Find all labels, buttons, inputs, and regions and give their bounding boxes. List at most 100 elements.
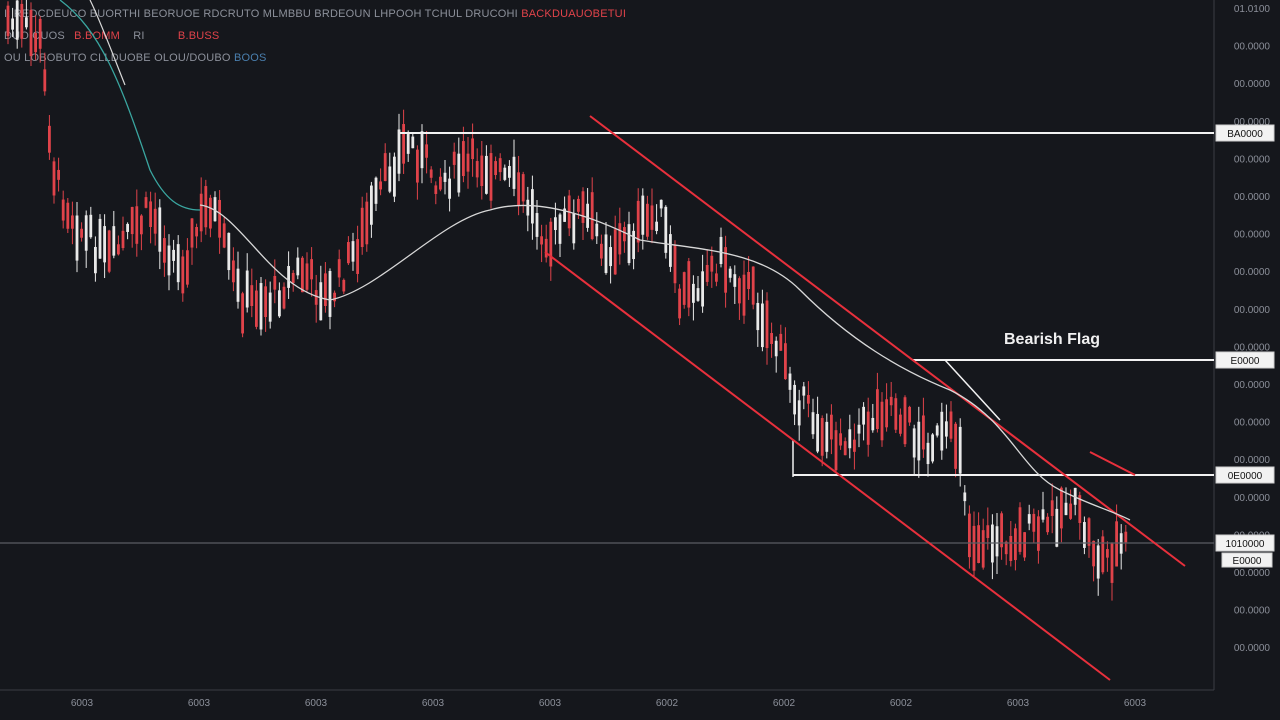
x-tick-label: 6002 xyxy=(890,698,913,709)
candle-body xyxy=(94,246,97,274)
candle-body xyxy=(940,411,944,451)
y-tick-label: 00.0000 xyxy=(1234,380,1271,391)
candle-72 xyxy=(337,249,341,287)
candle-182 xyxy=(843,437,847,456)
candle-body xyxy=(1096,545,1100,579)
candle-body xyxy=(52,161,56,196)
candle-body xyxy=(820,418,824,456)
candle-body xyxy=(38,18,42,49)
candle-body xyxy=(678,288,681,319)
candle-body xyxy=(521,174,525,202)
candle-body xyxy=(301,257,304,293)
candle-135 xyxy=(627,211,631,266)
candle-25 xyxy=(121,216,125,251)
candle-168 xyxy=(779,324,783,351)
candle-body xyxy=(871,417,875,431)
candle-body xyxy=(1032,513,1036,532)
candle-body xyxy=(646,203,649,237)
candle-body xyxy=(692,283,695,303)
candle-body xyxy=(554,217,557,231)
candle-6 xyxy=(34,15,37,61)
candle-body xyxy=(144,197,148,208)
candle-body xyxy=(788,373,792,390)
candle-body xyxy=(682,272,686,305)
bearish-flag-label: Bearish Flag xyxy=(1004,331,1100,348)
candle-body xyxy=(912,428,916,458)
candle-body xyxy=(291,272,295,284)
candle-body xyxy=(880,401,884,441)
candle-body xyxy=(135,206,139,244)
candle-103 xyxy=(480,140,484,200)
candle-body xyxy=(623,227,626,242)
candle-7 xyxy=(38,16,42,63)
candle-body xyxy=(117,244,120,255)
candle-52 xyxy=(245,253,249,313)
candle-body xyxy=(475,161,479,178)
candle-205 xyxy=(949,401,953,443)
candle-232 xyxy=(1073,487,1077,516)
candle-120 xyxy=(558,212,562,258)
candle-24 xyxy=(117,235,120,256)
current-price-subtag-label: E0000 xyxy=(1233,556,1262,567)
candle-body xyxy=(1092,540,1095,567)
candle-115 xyxy=(535,199,539,250)
candle-body xyxy=(540,236,543,245)
candle-166 xyxy=(770,322,773,358)
candle-body xyxy=(259,283,263,330)
candle-body xyxy=(673,244,677,284)
candle-153 xyxy=(710,246,714,288)
candle-body xyxy=(333,292,336,302)
candle-239 xyxy=(1106,541,1109,572)
candle-body xyxy=(140,215,143,235)
candle-144 xyxy=(669,225,672,272)
candle-154 xyxy=(715,263,718,287)
candle-18 xyxy=(89,206,93,239)
candle-10 xyxy=(52,157,56,204)
candle-body xyxy=(696,288,700,301)
candle-body xyxy=(1106,549,1109,558)
y-tick-label: 00.0000 xyxy=(1234,154,1271,165)
candle-body xyxy=(186,250,189,285)
candle-body xyxy=(370,185,373,225)
current-price-tag: 1010000 E0000 xyxy=(1215,534,1275,568)
candle-body xyxy=(669,234,672,267)
level-tag-label: E0000 xyxy=(1231,356,1260,367)
candle-57 xyxy=(268,281,272,329)
candle-body xyxy=(452,151,456,165)
axis-lines xyxy=(0,0,1215,691)
candle-body xyxy=(627,224,631,264)
candle-body xyxy=(558,214,562,244)
candle-body xyxy=(195,226,198,237)
candle-body xyxy=(986,525,990,538)
candle-158 xyxy=(733,265,737,305)
candle-173 xyxy=(802,381,806,410)
candle-body xyxy=(1069,503,1072,519)
candle-229 xyxy=(1060,486,1063,543)
candle-body xyxy=(885,399,888,428)
candle-body xyxy=(641,195,645,235)
candle-206 xyxy=(954,421,957,478)
y-tick-label: 00.0000 xyxy=(1234,117,1271,128)
candle-body xyxy=(751,266,755,305)
candle-body xyxy=(549,221,553,267)
candle-13 xyxy=(66,197,70,234)
candle-58 xyxy=(273,259,277,304)
candle-body xyxy=(825,421,829,452)
candle-92 xyxy=(429,166,433,184)
legend-line-2-c: RI xyxy=(133,30,145,42)
candle-95 xyxy=(443,160,447,195)
candle-119 xyxy=(554,202,557,245)
candle-body xyxy=(411,136,415,149)
candle-body xyxy=(1101,536,1105,573)
candle-184 xyxy=(853,423,856,470)
candle-26 xyxy=(126,222,129,240)
candle-47 xyxy=(222,216,226,249)
candle-157 xyxy=(728,266,732,283)
candle-83 xyxy=(388,152,392,194)
candle-8 xyxy=(43,52,47,96)
candle-87 xyxy=(406,130,410,162)
candle-63 xyxy=(296,247,300,280)
candle-143 xyxy=(664,205,668,259)
candle-body xyxy=(379,181,382,190)
